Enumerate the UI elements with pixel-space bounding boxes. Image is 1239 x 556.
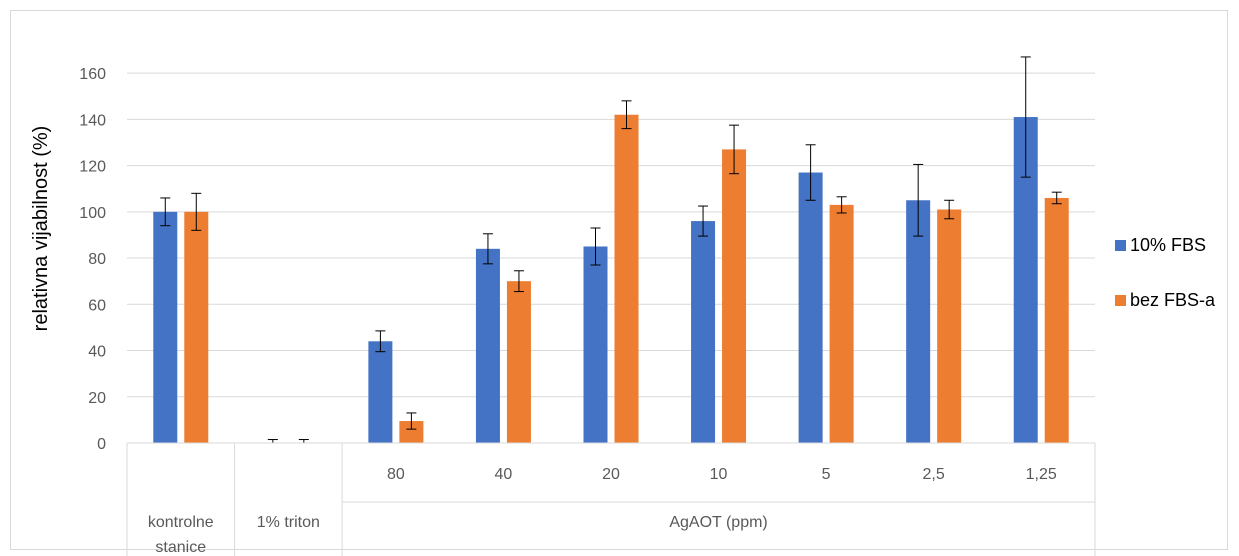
y-tick-label: 120 bbox=[79, 159, 106, 176]
bar bbox=[691, 221, 716, 443]
bar bbox=[506, 281, 531, 443]
bar bbox=[368, 341, 393, 443]
bar bbox=[798, 172, 823, 443]
legend-swatch bbox=[1115, 240, 1126, 251]
bar bbox=[937, 209, 962, 443]
legend-swatch bbox=[1115, 295, 1126, 306]
bar bbox=[184, 211, 209, 443]
legend-entry: bez FBS-a bbox=[1130, 290, 1216, 310]
bar bbox=[399, 421, 424, 443]
bar bbox=[614, 114, 639, 444]
group-label: stanice bbox=[155, 539, 206, 556]
bar bbox=[1044, 197, 1069, 443]
group-label: AgAOT (ppm) bbox=[669, 514, 767, 531]
y-tick-label: 100 bbox=[79, 205, 106, 222]
x-tick-label: 10 bbox=[710, 466, 728, 483]
bar bbox=[722, 149, 747, 443]
group-label: kontrolne bbox=[148, 514, 214, 531]
y-tick-label: 0 bbox=[97, 436, 106, 453]
group-label: 1% triton bbox=[257, 514, 320, 531]
bar bbox=[829, 204, 854, 443]
x-tick-label: 1,25 bbox=[1026, 466, 1057, 483]
y-tick-label: 160 bbox=[79, 66, 106, 83]
bar bbox=[906, 200, 931, 443]
y-axis-label: relativna vijabilnost (%) bbox=[30, 126, 52, 332]
y-tick-label: 80 bbox=[88, 251, 106, 268]
x-tick-label: 80 bbox=[387, 466, 405, 483]
x-tick-label: 2,5 bbox=[923, 466, 945, 483]
bar bbox=[583, 246, 608, 443]
x-tick-label: 40 bbox=[495, 466, 513, 483]
x-tick-label: 20 bbox=[602, 466, 620, 483]
x-tick-label: 5 bbox=[822, 466, 831, 483]
y-tick-label: 60 bbox=[88, 297, 106, 314]
bar bbox=[475, 248, 500, 443]
bar bbox=[153, 211, 178, 443]
y-tick-label: 20 bbox=[88, 390, 106, 407]
bar bbox=[1013, 117, 1038, 444]
y-tick-label: 40 bbox=[88, 344, 106, 361]
legend-entry: 10% FBS bbox=[1130, 235, 1206, 255]
y-tick-label: 140 bbox=[79, 112, 106, 129]
